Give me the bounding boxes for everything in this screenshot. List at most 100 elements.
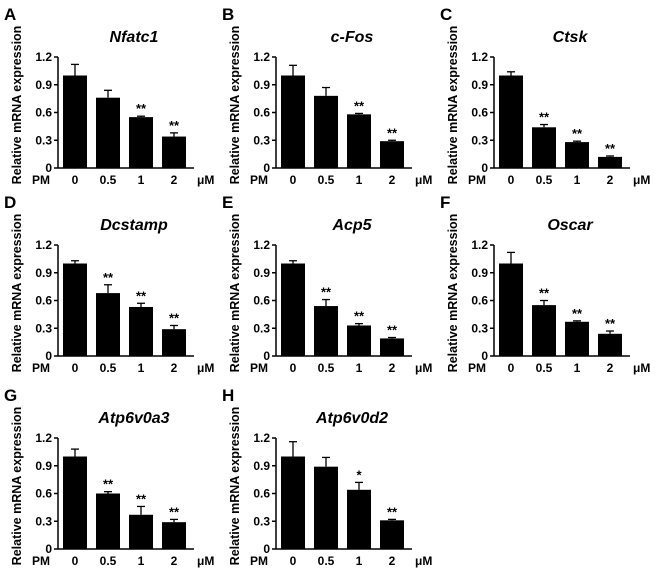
- bar: [565, 142, 589, 168]
- panel-h: H Atp6v0d2 Relative mRNA expression 0 0.3 0.6…: [222, 386, 432, 568]
- panel-d: D Dcstamp Relative mRNA expression 0 0.3 0.6 0…: [4, 193, 214, 375]
- chart-title: Acp5: [331, 217, 372, 234]
- significance-marker: **: [572, 126, 583, 141]
- chart-title: c-Fos: [331, 29, 374, 46]
- x-tick-label: 0: [290, 361, 297, 375]
- x-tick-label: 2: [389, 554, 396, 568]
- chart-title: Oscar: [547, 217, 593, 234]
- y-axis-label: Relative mRNA expression: [228, 26, 242, 185]
- y-tick-label: 1.2: [253, 50, 270, 64]
- significance-marker: **: [605, 316, 616, 331]
- y-tick-label: 0.6: [35, 487, 52, 501]
- x-unit-label: μM: [197, 554, 214, 568]
- significance-marker: **: [387, 125, 398, 140]
- x-unit-label: μM: [197, 173, 214, 187]
- y-tick-label: 0.9: [35, 266, 52, 280]
- bar: [96, 493, 120, 549]
- significance-marker: **: [321, 285, 332, 300]
- x-tick-label: 0: [290, 173, 297, 187]
- bar: [380, 338, 404, 356]
- bar: [162, 522, 186, 549]
- y-tick-label: 0.3: [471, 133, 488, 147]
- significance-marker: **: [387, 323, 398, 338]
- panel-f: F Oscar Relative mRNA expression 0 0.3 0.6 0.9…: [440, 193, 650, 375]
- bar: [598, 333, 622, 356]
- x-tick-label: 0.5: [318, 361, 335, 375]
- y-tick-label: 0.9: [253, 78, 270, 92]
- bar: [281, 456, 305, 549]
- x-prefix-label: PM: [468, 173, 486, 187]
- x-tick-label: 2: [171, 361, 178, 375]
- panel-label: D: [4, 193, 16, 212]
- x-tick-label: 2: [389, 173, 396, 187]
- y-tick-label: 0.3: [253, 133, 270, 147]
- x-tick-label: 0: [72, 554, 79, 568]
- x-unit-label: μM: [633, 361, 650, 375]
- y-tick-label: 1.2: [253, 238, 270, 252]
- significance-marker: **: [136, 101, 147, 116]
- bar: [499, 263, 523, 356]
- y-tick-label: 1.2: [35, 50, 52, 64]
- x-tick-label: 0: [508, 361, 515, 375]
- x-tick-label: 0.5: [318, 173, 335, 187]
- bar: [314, 466, 338, 549]
- panel-label: G: [4, 386, 17, 405]
- y-tick-label: 0: [263, 349, 270, 363]
- y-tick-label: 0.3: [35, 133, 52, 147]
- y-tick-label: 0.9: [471, 266, 488, 280]
- y-tick-label: 1.2: [471, 50, 488, 64]
- x-tick-label: 1: [356, 554, 363, 568]
- panel-label: H: [222, 386, 234, 405]
- bar: [63, 456, 87, 549]
- bar: [162, 329, 186, 356]
- panel-label: C: [440, 5, 452, 24]
- bar: [598, 156, 622, 168]
- chart-title: Ctsk: [553, 29, 589, 46]
- y-tick-label: 0.3: [35, 321, 52, 335]
- bar: [129, 306, 153, 356]
- x-prefix-label: PM: [468, 361, 486, 375]
- y-tick-label: 0.6: [253, 294, 270, 308]
- y-tick-label: 0.9: [35, 459, 52, 473]
- y-tick-label: 0.6: [35, 294, 52, 308]
- x-unit-label: μM: [197, 361, 214, 375]
- y-tick-label: 0.3: [253, 321, 270, 335]
- x-tick-label: 0.5: [318, 554, 335, 568]
- x-tick-label: 1: [138, 361, 145, 375]
- y-axis-label: Relative mRNA expression: [228, 407, 242, 566]
- bar: [532, 305, 556, 356]
- x-tick-label: 1: [574, 173, 581, 187]
- x-prefix-label: PM: [32, 361, 50, 375]
- bar: [129, 117, 153, 168]
- y-tick-label: 1.2: [35, 238, 52, 252]
- x-tick-label: 2: [389, 361, 396, 375]
- bar: [281, 75, 305, 168]
- bar: [380, 520, 404, 549]
- significance-marker: **: [539, 110, 550, 125]
- panel-label: A: [4, 5, 16, 24]
- panel-b: Bc-Fos Relative mRNA expression 0 0.3 0.6 0.9…: [222, 5, 432, 187]
- y-tick-label: 0.3: [253, 514, 270, 528]
- y-tick-label: 0.6: [471, 294, 488, 308]
- x-prefix-label: PM: [250, 554, 268, 568]
- bar: [499, 75, 523, 168]
- significance-marker: **: [169, 310, 180, 325]
- y-tick-label: 0.9: [253, 459, 270, 473]
- y-tick-label: 0.6: [253, 487, 270, 501]
- significance-marker: **: [136, 288, 147, 303]
- significance-marker: **: [103, 270, 114, 285]
- x-unit-label: μM: [415, 361, 432, 375]
- panel-e: E Acp5 Relative mRNA expression 0 0.3 0.6 0.9 1…: [222, 193, 432, 375]
- x-tick-label: 0.5: [536, 173, 553, 187]
- significance-marker: **: [387, 504, 398, 519]
- y-tick-label: 0: [263, 161, 270, 175]
- y-tick-label: 0.6: [471, 106, 488, 120]
- y-tick-label: 0.9: [253, 266, 270, 280]
- x-unit-label: μM: [633, 173, 650, 187]
- x-tick-label: 0: [72, 173, 79, 187]
- x-tick-label: 0.5: [100, 554, 117, 568]
- chart-title: Atp6v0d2: [315, 410, 388, 427]
- x-tick-label: 0.5: [100, 173, 117, 187]
- y-tick-label: 1.2: [471, 238, 488, 252]
